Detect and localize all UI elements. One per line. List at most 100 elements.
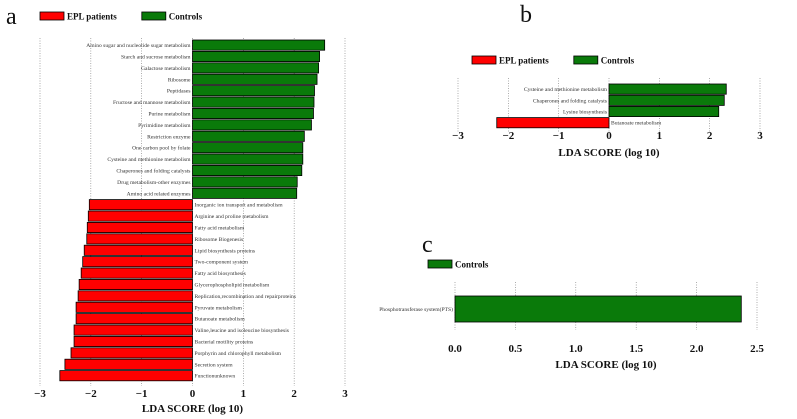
bar (192, 130, 305, 142)
x-tick-label: 0 (190, 388, 196, 400)
bar (83, 244, 193, 256)
x-tick-label: 1.5 (629, 343, 643, 355)
category-label: Amino acid related enzymes (127, 191, 191, 197)
category-label: Fatty acid biosynthesis (195, 271, 246, 277)
category-label: One carbon pool by folate (132, 145, 191, 152)
bar (78, 278, 193, 290)
category-label: Lysine biosynthesis (563, 110, 607, 116)
x-tick-label: 2 (291, 388, 297, 400)
bar (192, 73, 318, 85)
category-label: Restriction enzyme (147, 134, 191, 140)
bar (59, 370, 193, 382)
x-tick-label: −2 (85, 388, 97, 400)
category-label: Ribosome (168, 77, 191, 83)
bar (192, 142, 304, 154)
category-label: Cysteine and methionine metabolism (524, 87, 608, 93)
bar (608, 94, 725, 106)
bar (192, 96, 315, 108)
bar (73, 335, 193, 347)
bar (192, 85, 315, 97)
category-label: Lipid biosynthesis proteins (195, 248, 256, 254)
bar (608, 106, 720, 118)
bar (77, 290, 193, 302)
category-label: Glycerophospholipid metabolism (195, 283, 270, 289)
panel-label-c: c (422, 232, 433, 258)
bar (608, 83, 727, 95)
x-tick-label: 0 (606, 130, 612, 142)
x-tick-label: −1 (553, 130, 565, 142)
x-tick-label: 2.0 (690, 343, 704, 355)
legend-label: Controls (169, 12, 203, 22)
legend-swatch (573, 55, 599, 65)
bar (192, 187, 298, 199)
bar (80, 267, 193, 279)
legend-swatch (141, 11, 167, 21)
category-label: Cysteine and methionine metabolism (107, 157, 191, 163)
bar (192, 62, 319, 74)
category-label: Arginine and proline metabolism (195, 214, 270, 220)
x-tick-label: 3 (342, 388, 348, 400)
legend-label: EPL patients (67, 12, 117, 22)
category-label: Valine,leucine and isoleucine biosynthes… (195, 328, 289, 334)
bar (75, 313, 193, 325)
x-tick-label: 1 (241, 388, 247, 400)
legend-label: Controls (455, 260, 489, 270)
bar (70, 347, 193, 359)
bar (87, 210, 193, 222)
bar (64, 358, 193, 370)
x-axis-title: LDA SCORE (log 10) (142, 403, 243, 415)
category-label: Peptidases (167, 89, 191, 95)
category-label: Chaperones and folding catalysts (533, 97, 607, 104)
category-label: Secretion system (195, 362, 234, 368)
x-tick-label: 1.0 (569, 343, 583, 355)
panel-label-b: b (520, 2, 532, 28)
x-axis-title: LDA SCORE (log 10) (558, 147, 659, 159)
category-label: Inorganic ion transport and metabolism (195, 203, 284, 209)
legend-label: EPL patients (499, 56, 549, 66)
bar (82, 256, 193, 268)
bar (75, 301, 193, 313)
bar (86, 221, 193, 233)
category-label: Amino sugar and nucleotide sugar metabol… (86, 43, 191, 49)
category-label: Ribosome Biogenesis (195, 237, 244, 243)
bar (192, 176, 298, 188)
bar (192, 153, 304, 165)
legend-swatch (427, 259, 453, 269)
category-label: Phosphotransferase system(PTS) (379, 306, 453, 313)
x-axis-title: LDA SCORE (log 10) (555, 359, 656, 371)
category-label: Pyrimidine metabolism (138, 123, 191, 129)
category-label: Starch and sucrose metabolism (121, 55, 191, 61)
x-tick-label: 0.5 (509, 343, 523, 355)
category-label: Butanoate metabolism (611, 121, 662, 127)
bar (496, 117, 610, 129)
category-label: Pyruvate metabolism (195, 305, 243, 311)
category-label: Bacterial motility proteins (195, 340, 254, 346)
bar (192, 39, 326, 51)
category-label: Purine metabolism (148, 112, 191, 118)
x-tick-label: 2.5 (750, 343, 764, 355)
x-tick-label: 2 (707, 130, 713, 142)
legend-swatch (39, 11, 65, 21)
category-label: Butanoate metabolism (195, 317, 246, 323)
category-label: Fatty acid metabolism (195, 226, 245, 232)
category-label: Drug metabolism-other enzymes (117, 180, 190, 186)
x-tick-label: 0.0 (448, 343, 462, 355)
x-tick-label: −3 (452, 130, 464, 142)
x-tick-label: −1 (136, 388, 148, 400)
legend-swatch (471, 55, 497, 65)
x-tick-label: −3 (34, 388, 46, 400)
category-label: Replication,recombination and repairprot… (195, 294, 296, 300)
bar (454, 295, 742, 323)
bar (73, 324, 193, 336)
bar (86, 233, 193, 245)
bar (192, 108, 314, 120)
category-label: Porphyrin and chlorophyll metabolism (195, 351, 282, 357)
x-tick-label: 3 (757, 130, 763, 142)
bar (192, 51, 320, 63)
bar (88, 199, 193, 211)
x-tick-label: −2 (502, 130, 514, 142)
bar (192, 164, 303, 176)
legend-label: Controls (601, 56, 635, 66)
category-label: Functionunknown (195, 374, 236, 380)
